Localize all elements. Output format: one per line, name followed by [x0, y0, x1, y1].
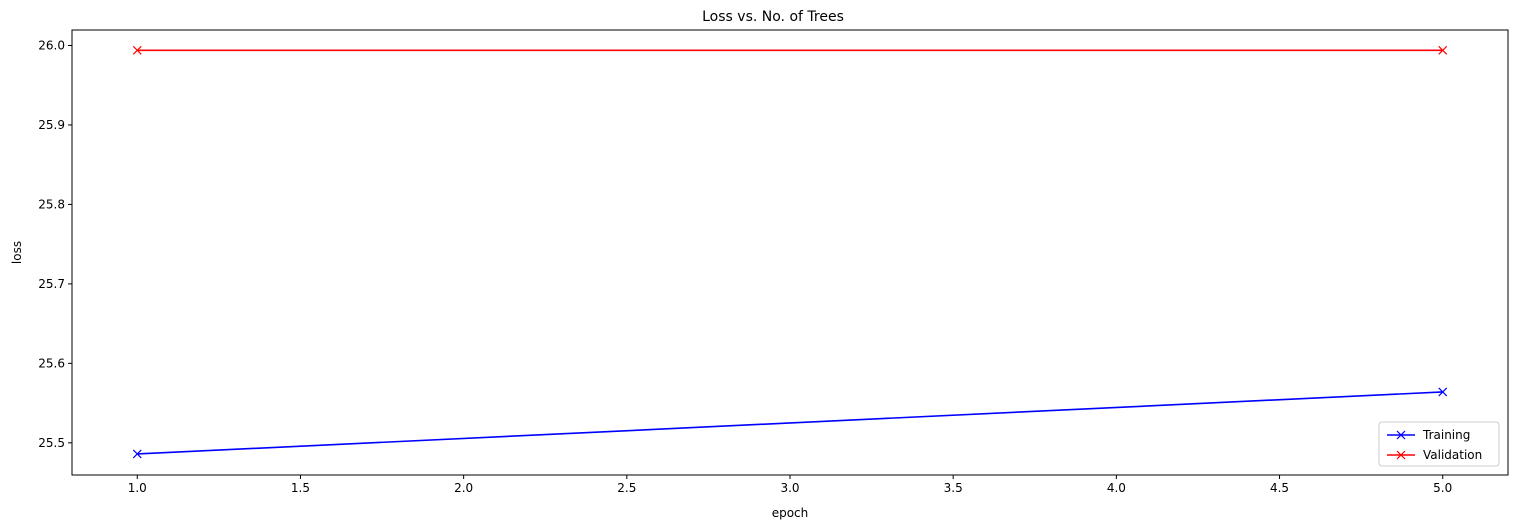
legend-validation-point	[1396, 450, 1406, 460]
x-tick-label: 4.0	[1107, 481, 1126, 495]
series-training-point	[132, 449, 142, 459]
legend-label-training: Training	[1422, 428, 1470, 442]
plot-frame	[71, 29, 1509, 476]
x-tick-label: 3.5	[944, 481, 963, 495]
legend-item-training: Training	[1387, 428, 1470, 442]
legend: Training Validation	[1378, 421, 1500, 467]
y-tick-label: 26.0	[38, 38, 65, 52]
x-tick-label: 5.0	[1433, 481, 1452, 495]
y-tick-label: 25.7	[38, 277, 65, 291]
series-training-point	[1438, 387, 1448, 397]
legend-item-validation: Validation	[1387, 448, 1482, 462]
series-validation	[132, 45, 1448, 55]
x-tick-label: 2.5	[617, 481, 636, 495]
y-axis-ticks: 25.5 25.6 25.7 25.8 25.9 26.0	[38, 38, 72, 450]
x-tick-label: 1.0	[128, 481, 147, 495]
x-axis-ticks: 1.0 1.5 2.0 2.5 3.0 3.5 4.0 4.5 5.0	[128, 475, 1452, 495]
y-tick-label: 25.6	[38, 356, 65, 370]
series-validation-point	[1438, 45, 1448, 55]
series-layer	[132, 45, 1448, 459]
series-validation-point	[132, 45, 142, 55]
plot-area	[72, 30, 1508, 475]
x-axis-label: epoch	[772, 506, 809, 520]
x-tick-label: 2.0	[454, 481, 473, 495]
legend-label-validation: Validation	[1423, 448, 1482, 462]
x-tick-label: 1.5	[291, 481, 310, 495]
series-training	[132, 387, 1448, 459]
chart-title: Loss vs. No. of Trees	[702, 9, 844, 25]
x-tick-label: 4.5	[1270, 481, 1289, 495]
y-tick-label: 25.5	[38, 436, 65, 450]
legend-training-point	[1396, 430, 1406, 440]
x-tick-label: 3.0	[780, 481, 799, 495]
series-training-line	[137, 391, 1443, 455]
y-tick-label: 25.9	[38, 118, 65, 132]
y-tick-label: 25.8	[38, 197, 65, 211]
y-axis-label: loss	[10, 241, 24, 264]
